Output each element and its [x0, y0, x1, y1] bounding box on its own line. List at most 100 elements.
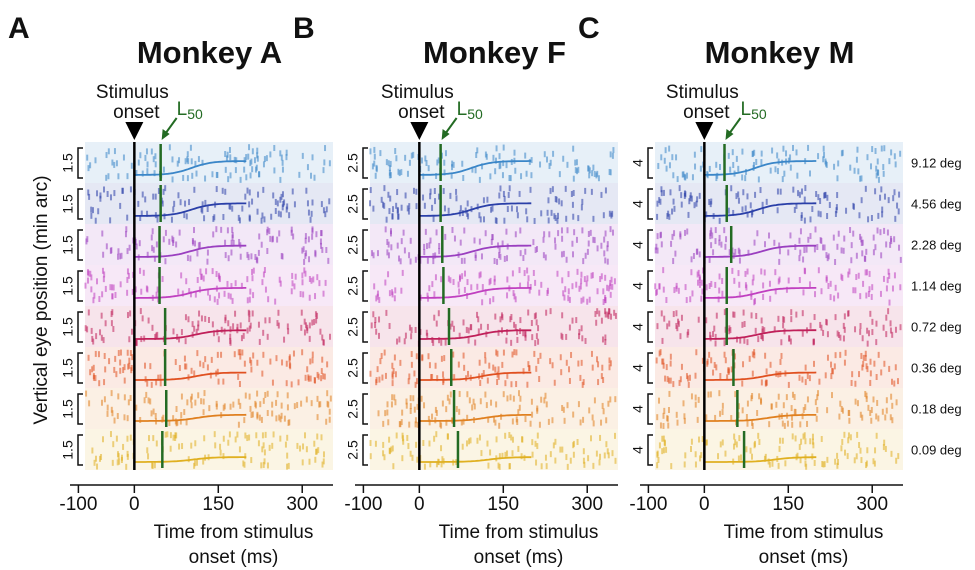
l50-label: L50 — [177, 99, 203, 122]
eye-trace — [419, 202, 532, 217]
scale-bar-label: 4 — [630, 282, 646, 290]
condition-label: 1.14 deg — [911, 278, 962, 293]
eye-trace — [134, 371, 247, 381]
l50-main: L — [177, 99, 188, 120]
eye-trace — [134, 202, 247, 217]
scale-bar-label: 2.5 — [345, 194, 361, 214]
eye-trace — [134, 329, 247, 340]
scale-bar-label: 2.5 — [345, 153, 361, 173]
row-background — [85, 347, 333, 388]
scale-bar — [362, 188, 368, 220]
scale-bar — [362, 270, 368, 302]
eye-trace — [419, 160, 532, 176]
eye-trace — [134, 160, 247, 176]
scale-bar-label: 1.5 — [60, 194, 76, 214]
panel-title: Monkey F — [423, 35, 566, 70]
x-tick-label: 0 — [414, 494, 425, 515]
x-axis-label: Time from stimulus — [154, 522, 314, 543]
scale-bar-label: 2.5 — [345, 235, 361, 255]
l50-arrowhead — [161, 129, 170, 140]
scale-bar — [647, 352, 653, 384]
eye-trace — [419, 329, 532, 340]
scale-bar-label: 2.5 — [345, 399, 361, 419]
condition-label: 2.28 deg — [911, 237, 962, 252]
condition-label: 9.12 deg — [911, 155, 962, 170]
condition-label: 0.36 deg — [911, 360, 962, 375]
scale-bar-label: 1.5 — [60, 317, 76, 337]
scale-bar — [77, 393, 83, 425]
stimulus-label: onset — [683, 102, 730, 123]
eye-trace — [134, 413, 247, 422]
panel: C Monkey M 4 9.12 deg 4 4.56 deg 4 2.28 deg 4 1.1… — [578, 12, 962, 568]
condition-label: 0.18 deg — [911, 401, 962, 416]
panel: B Monkey F 2.5 2.5 2.5 2.5 2.5 2.5 2.5 2.5 Stimulu… — [293, 12, 618, 568]
scale-bar-label: 2.5 — [345, 276, 361, 296]
scale-bar — [362, 393, 368, 425]
eye-trace — [134, 287, 247, 299]
scale-bar-label: 1.5 — [60, 358, 76, 378]
onset-arrow — [125, 122, 144, 140]
x-tick-label: -100 — [344, 494, 382, 515]
x-tick-label: 0 — [129, 494, 140, 515]
scale-bar — [77, 147, 83, 179]
x-tick-label: 150 — [772, 494, 804, 515]
panel-title: Monkey M — [705, 35, 855, 70]
x-tick-label: 300 — [856, 494, 888, 515]
l50-label: L50 — [740, 99, 766, 122]
x-tick-label: -100 — [629, 494, 667, 515]
stimulus-label: Stimulus — [96, 82, 169, 103]
scale-bar-label: 2.5 — [345, 440, 361, 460]
l50-label: L50 — [457, 99, 483, 122]
x-axis-label: onset (ms) — [759, 547, 849, 568]
panel-letter: C — [578, 12, 600, 45]
eye-trace — [419, 414, 532, 422]
eye-trace — [419, 287, 532, 299]
scale-bar-label: 4 — [630, 241, 646, 249]
onset-arrow — [695, 122, 714, 140]
panel-letter: A — [8, 12, 30, 45]
eye-trace — [419, 371, 532, 381]
scale-bar — [362, 434, 368, 466]
scale-bar — [647, 229, 653, 261]
scale-bar-label: 1.5 — [60, 235, 76, 255]
row-background — [85, 306, 333, 347]
stimulus-label: onset — [113, 102, 160, 123]
eye-trace — [704, 202, 817, 217]
scale-bar — [362, 311, 368, 343]
scale-bar — [77, 311, 83, 343]
scale-bar-label: 2.5 — [345, 317, 361, 337]
x-tick-label: 150 — [202, 494, 234, 515]
x-tick-label: 300 — [571, 494, 603, 515]
eye-trace — [419, 456, 532, 463]
x-tick-label: 0 — [699, 494, 710, 515]
x-tick-label: 150 — [487, 494, 519, 515]
scale-bar — [647, 188, 653, 220]
scale-bar-label: 4 — [630, 405, 646, 413]
x-tick-label: 300 — [286, 494, 318, 515]
eye-trace — [704, 329, 817, 340]
scale-bar-label: 1.5 — [60, 276, 76, 296]
onset-arrow — [410, 122, 429, 140]
stimulus-label: Stimulus — [666, 82, 739, 103]
scale-bar-label: 1.5 — [60, 440, 76, 460]
eye-trace — [134, 244, 247, 258]
scale-bar-label: 4 — [630, 364, 646, 372]
scale-bar — [647, 393, 653, 425]
x-axis-label: onset (ms) — [189, 547, 279, 568]
scale-bar — [362, 352, 368, 384]
row-background — [370, 183, 618, 224]
l50-main: L — [457, 99, 468, 120]
eye-trace — [419, 244, 532, 258]
scale-bar — [647, 434, 653, 466]
panel-title: Monkey A — [137, 35, 282, 70]
eye-trace — [704, 456, 817, 463]
scale-bar — [77, 434, 83, 466]
eye-trace — [704, 244, 817, 258]
l50-sub: 50 — [751, 106, 767, 122]
eye-trace — [704, 371, 817, 381]
scale-bar — [77, 352, 83, 384]
scale-bar-label: 4 — [630, 159, 646, 167]
row-background — [370, 429, 618, 470]
scale-bar — [647, 311, 653, 343]
scale-bar-label: 1.5 — [60, 153, 76, 173]
